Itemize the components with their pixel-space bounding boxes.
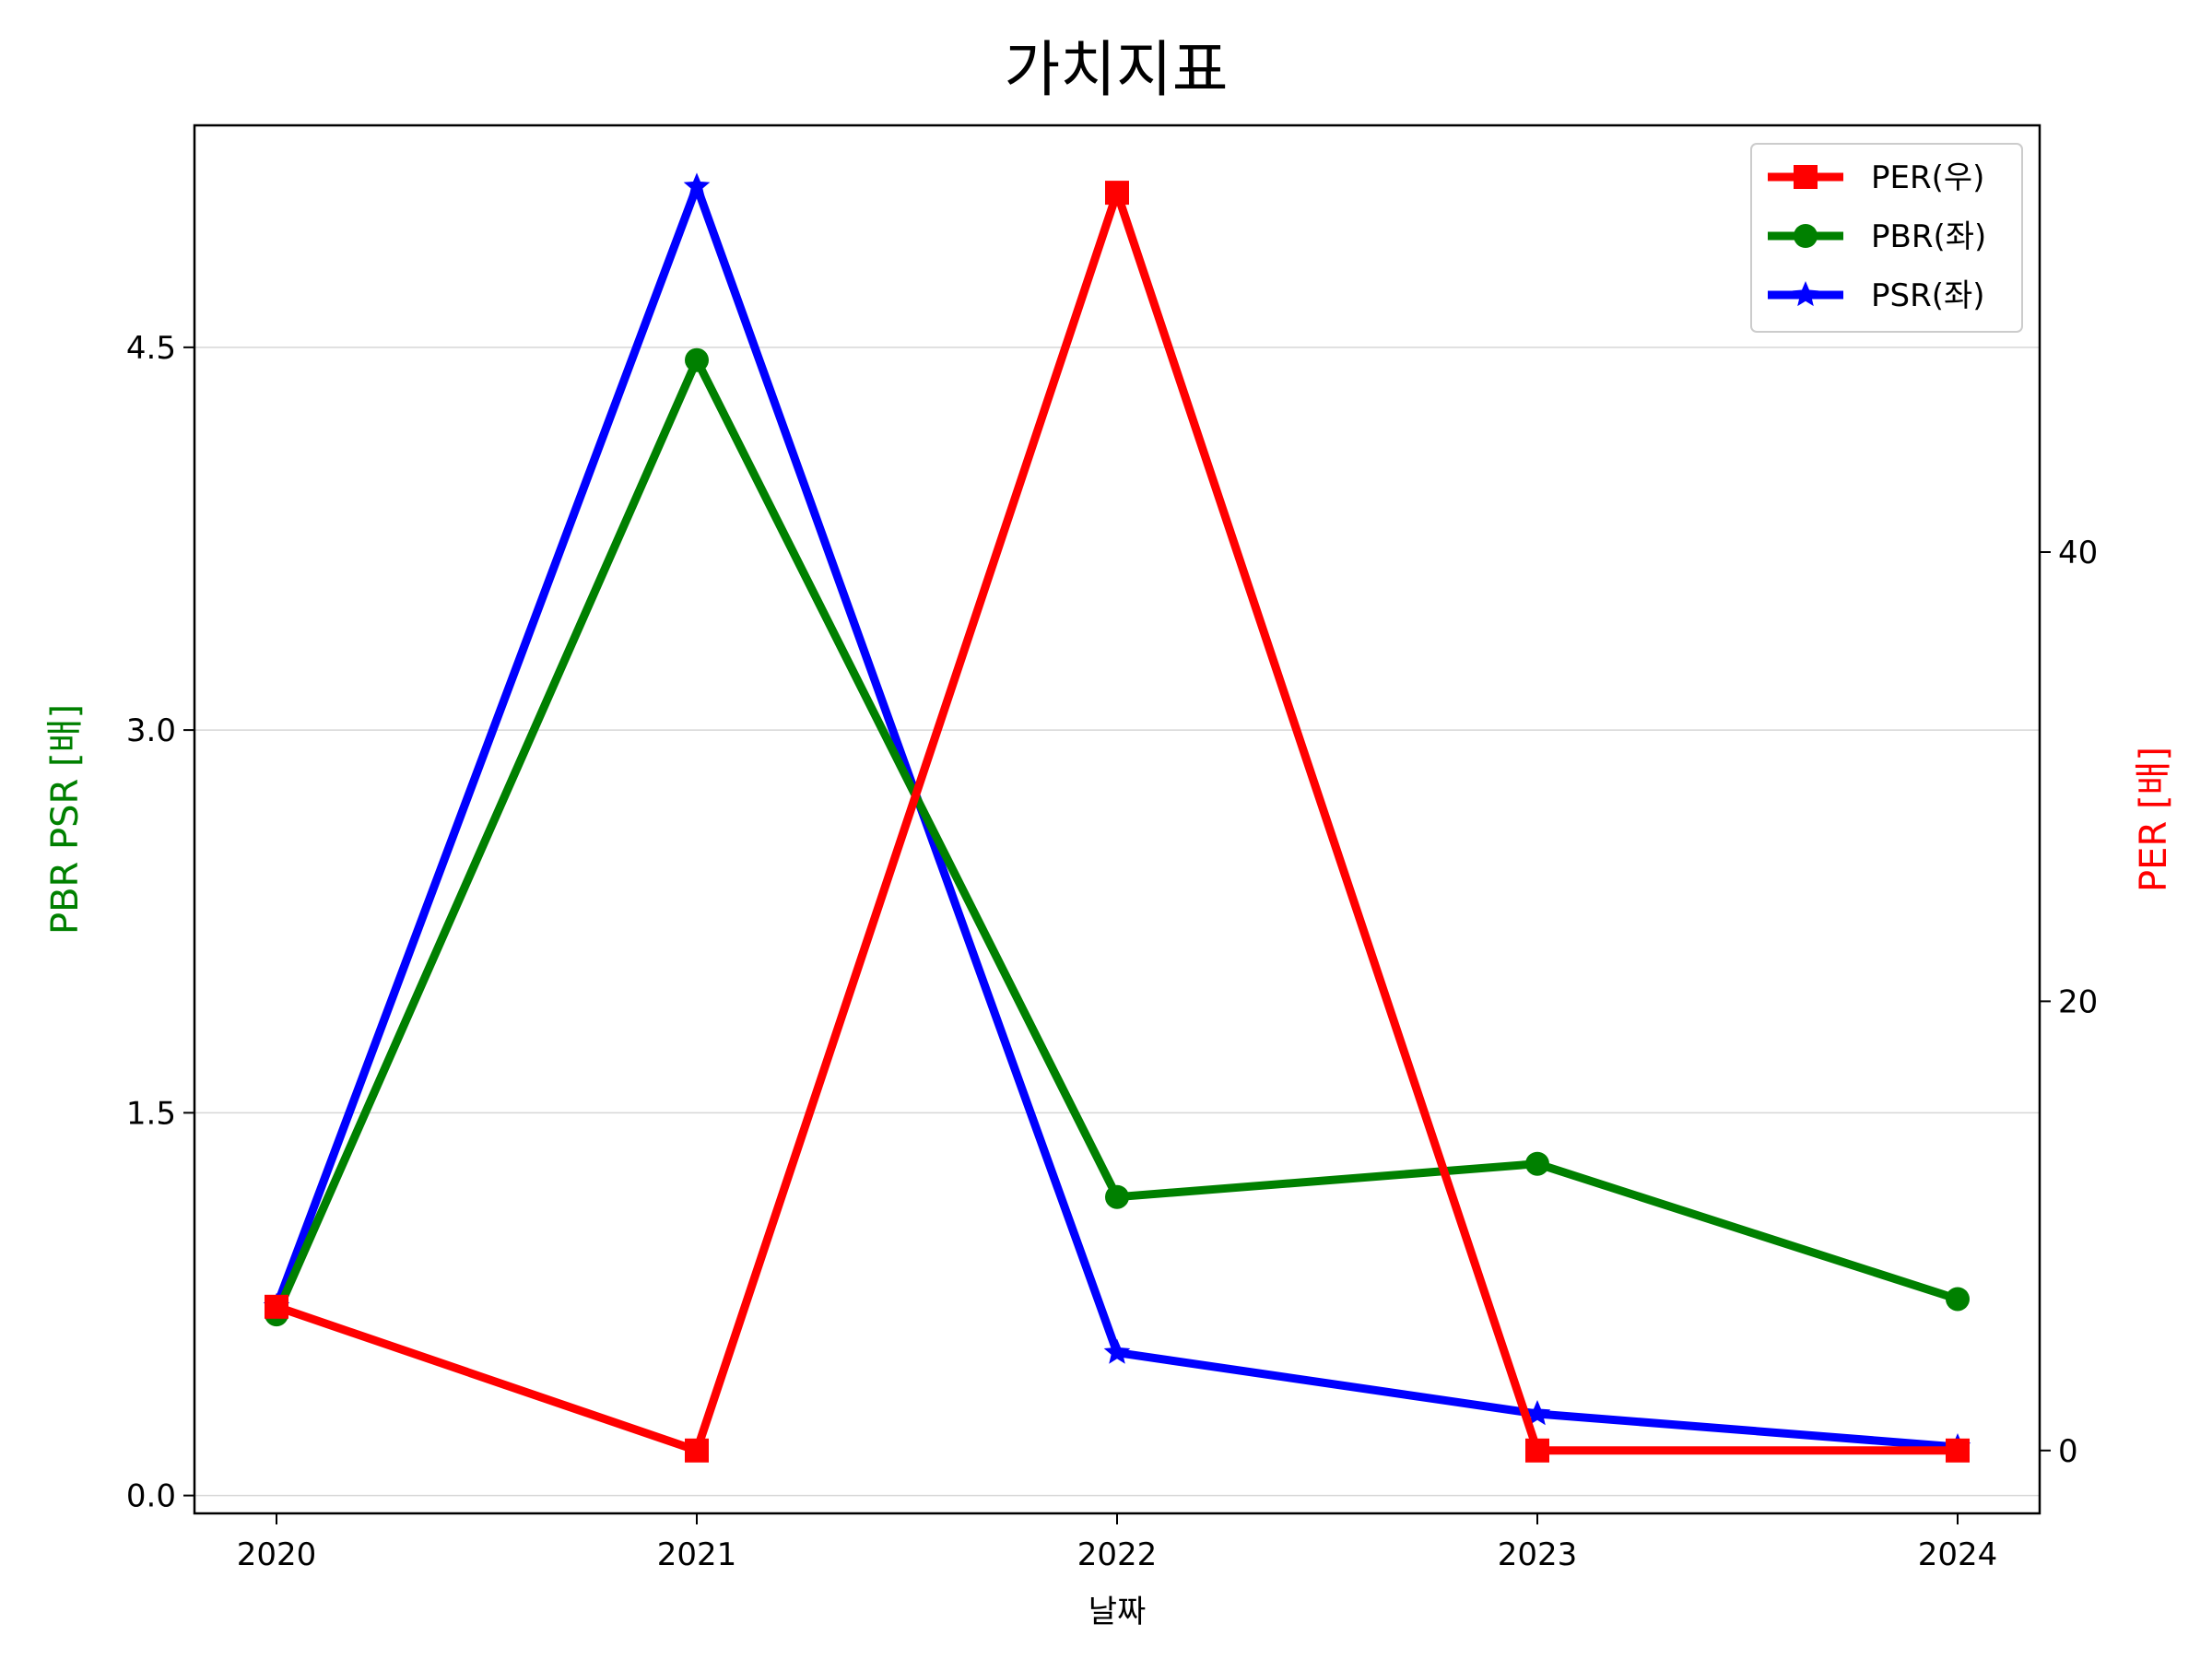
series-2 [263, 172, 1971, 1459]
y-right-tick-label: 40 [2058, 535, 2098, 571]
x-tick-label: 2020 [237, 1536, 317, 1573]
legend-label: PER(우) [1871, 159, 1984, 196]
data-point [1105, 181, 1129, 206]
y-left-tick-label: 0.0 [126, 1478, 176, 1515]
data-point [1105, 1184, 1129, 1209]
legend-label: PBR(좌) [1871, 218, 1986, 255]
series-1 [265, 347, 1970, 1327]
plot-frame [193, 124, 2041, 1515]
legend: PER(우) PBR(좌) PSR(좌) [1750, 143, 2023, 333]
axis-ticks: 0.0 1.5 3.0 4.5 0 20 40 2020 2021 2022 2023 2024 [126, 330, 2098, 1573]
legend-box [1750, 143, 2023, 333]
data-point [1946, 1438, 1970, 1463]
x-axis-label: 날짜 [1088, 1594, 1147, 1630]
y-axis-left-label: PBR PSR [배] [44, 704, 87, 935]
data-point [1946, 1287, 1970, 1312]
legend-marker [1794, 224, 1818, 248]
legend-marker [1794, 165, 1818, 189]
y-right-tick-label: 0 [2058, 1433, 2078, 1470]
legend-label: PSR(좌) [1871, 277, 1985, 314]
series-line [275, 188, 1958, 1455]
y-left-tick-label: 3.0 [126, 712, 176, 749]
data-point [265, 1294, 288, 1319]
chart-title: 가치지표 [1005, 34, 1229, 105]
data-point [1525, 1438, 1549, 1463]
series-layer [263, 172, 1971, 1463]
x-tick-label: 2022 [1077, 1536, 1158, 1573]
x-tick-label: 2021 [657, 1536, 737, 1573]
series-0 [265, 181, 1970, 1463]
y-left-tick-label: 1.5 [126, 1095, 176, 1132]
series-line [272, 182, 1959, 1452]
data-point [683, 172, 711, 198]
data-point [685, 1438, 709, 1463]
x-tick-label: 2023 [1498, 1536, 1578, 1573]
y-axis-right-label: PER [배] [2133, 747, 2175, 892]
x-tick-label: 2024 [1918, 1536, 1998, 1573]
series-line [272, 356, 1959, 1316]
data-point [1103, 1338, 1131, 1364]
y-left-tick-label: 4.5 [126, 330, 176, 367]
gridlines [194, 347, 2040, 1497]
data-point [1525, 1151, 1549, 1176]
legend-marker [1792, 281, 1819, 307]
y-right-tick-label: 20 [2058, 983, 2098, 1020]
data-point [685, 347, 709, 372]
